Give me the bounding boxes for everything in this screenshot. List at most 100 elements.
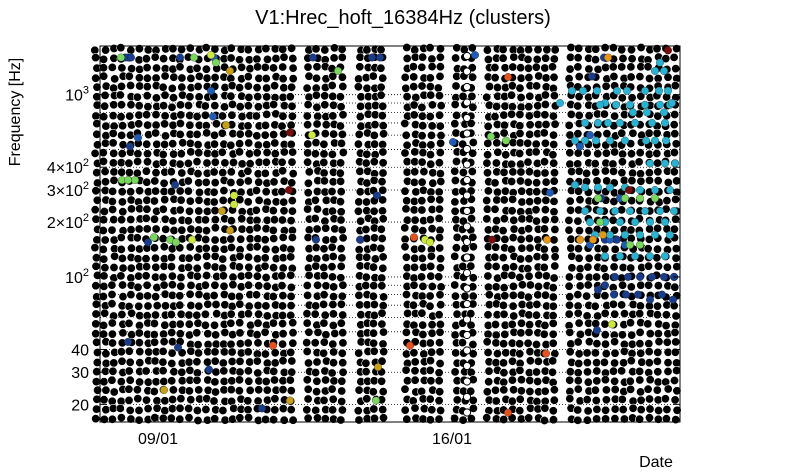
cluster-point — [245, 357, 255, 367]
cluster-point — [269, 415, 279, 425]
cluster-point — [493, 147, 503, 157]
cluster-point — [202, 128, 212, 138]
cluster-point — [498, 300, 508, 310]
cluster-point — [337, 376, 347, 386]
cluster-point — [574, 358, 584, 368]
cluster-point — [201, 215, 211, 225]
cluster-point — [401, 349, 411, 359]
cluster-point — [600, 291, 610, 301]
cluster-point — [287, 196, 297, 206]
cluster-point — [244, 129, 254, 139]
cluster-point — [515, 110, 525, 120]
cluster-point-colored — [611, 207, 619, 215]
cluster-point — [466, 309, 476, 319]
cluster-point — [175, 291, 185, 301]
cluster-point — [219, 281, 229, 291]
cluster-point — [353, 406, 363, 416]
cluster-point — [427, 347, 437, 357]
cluster-point — [167, 404, 177, 414]
cluster-point — [541, 195, 551, 205]
cluster-point — [426, 140, 436, 150]
cluster-point — [143, 404, 153, 414]
cluster-point — [161, 301, 171, 311]
cluster-point — [132, 233, 142, 243]
cluster-point-colored — [176, 53, 184, 62]
cluster-point — [253, 62, 263, 72]
cluster-point — [151, 168, 161, 178]
cluster-point — [166, 309, 176, 319]
cluster-point — [175, 300, 185, 310]
cluster-point — [218, 168, 228, 178]
cluster-point — [435, 319, 445, 329]
cluster-point — [209, 187, 219, 197]
cluster-point — [261, 187, 271, 197]
cluster-point — [400, 148, 410, 158]
cluster-point — [142, 262, 152, 272]
cluster-point — [159, 280, 169, 290]
cluster-point — [355, 112, 365, 122]
cluster-point — [600, 339, 610, 349]
cluster-point — [626, 62, 636, 72]
cluster-point — [600, 43, 610, 53]
cluster-point — [353, 139, 363, 149]
cluster-point — [584, 111, 594, 121]
cluster-point — [277, 157, 287, 167]
cluster-point — [210, 44, 220, 54]
cluster-point — [427, 224, 437, 234]
cluster-point — [671, 311, 681, 321]
cluster-point — [168, 385, 178, 395]
cluster-point — [617, 93, 627, 103]
cluster-point — [134, 44, 144, 54]
cluster-point — [277, 301, 287, 311]
cluster-point — [321, 375, 331, 385]
cluster-point — [434, 158, 444, 168]
cluster-point — [593, 311, 603, 321]
cluster-point — [260, 327, 270, 337]
cluster-point — [400, 242, 410, 252]
cluster-point — [370, 139, 380, 149]
cluster-point-colored — [651, 230, 659, 239]
cluster-point — [99, 254, 109, 264]
cluster-point — [582, 291, 592, 301]
cluster-point — [220, 327, 230, 337]
cluster-point — [540, 215, 550, 225]
cluster-point — [499, 195, 509, 205]
cluster-point — [126, 187, 136, 197]
cluster-point — [108, 138, 118, 148]
cluster-point — [161, 131, 171, 141]
cluster-point — [533, 290, 543, 300]
cluster-point — [288, 318, 298, 328]
cluster-point — [152, 301, 162, 311]
cluster-point — [237, 112, 247, 122]
cluster-point — [368, 262, 378, 272]
cluster-point — [417, 177, 427, 187]
cluster-point — [338, 82, 348, 92]
cluster-point — [243, 45, 253, 55]
cluster-point — [260, 253, 270, 263]
cluster-point — [425, 301, 435, 311]
cluster-point — [635, 366, 645, 376]
cluster-point — [466, 261, 476, 271]
cluster-point — [600, 319, 610, 329]
cluster-point — [321, 281, 331, 291]
cluster-point — [491, 358, 501, 368]
cluster-point — [426, 271, 436, 281]
cluster-point — [176, 394, 186, 404]
cluster-point — [501, 263, 511, 273]
cluster-point — [279, 101, 289, 111]
cluster-point — [338, 328, 348, 338]
cluster-point — [584, 337, 594, 347]
cluster-point-colored — [171, 180, 179, 189]
cluster-point — [427, 281, 437, 291]
cluster-point — [252, 186, 262, 196]
cluster-point — [617, 62, 627, 72]
cluster-point — [531, 147, 541, 157]
cluster-point — [644, 168, 654, 178]
cluster-point — [509, 262, 519, 272]
cluster-point-colored — [571, 136, 579, 145]
cluster-point — [644, 394, 654, 404]
cluster-point — [203, 299, 213, 309]
cluster-point — [636, 42, 646, 52]
cluster-point — [303, 290, 313, 300]
cluster-point — [601, 395, 611, 405]
